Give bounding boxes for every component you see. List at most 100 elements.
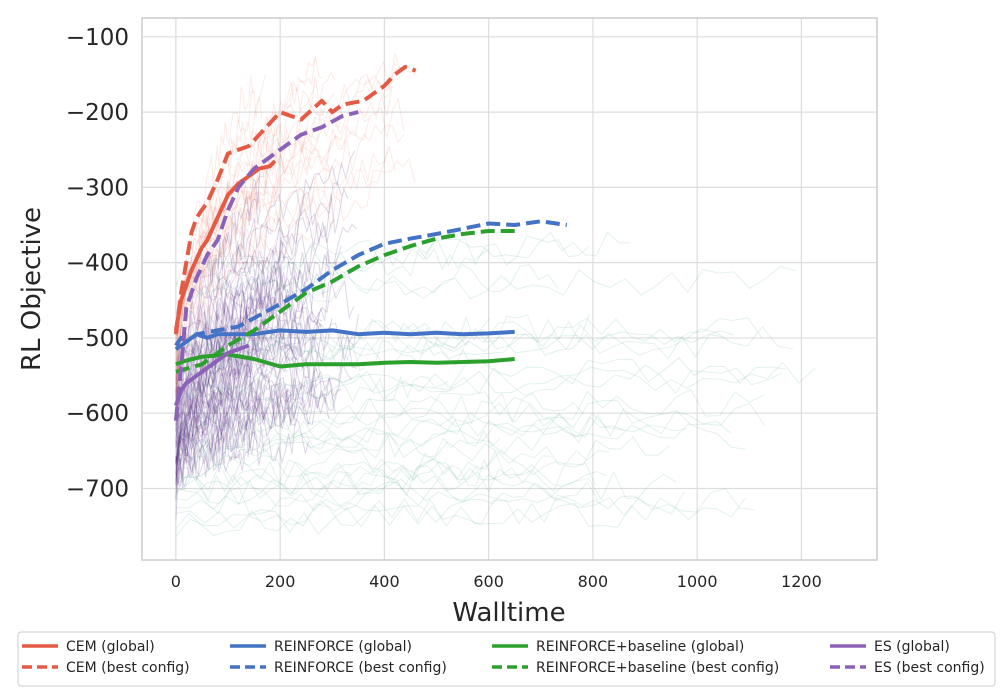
- background-trace: [175, 322, 324, 498]
- background-trace: [175, 372, 279, 449]
- background-trace: [175, 283, 285, 478]
- x-tick-label: 1000: [677, 572, 718, 591]
- background-trace: [175, 65, 418, 350]
- series-line-7: [173, 110, 359, 421]
- background-trace: [175, 312, 320, 465]
- background-trace: [175, 470, 677, 511]
- y-tick-label: −100: [66, 25, 129, 51]
- background-trace: [175, 333, 723, 378]
- background-trace: [175, 278, 274, 466]
- background-trace: [175, 488, 755, 529]
- background-trace: [175, 161, 336, 395]
- background-trace: [175, 408, 688, 454]
- background-trace: [175, 264, 282, 486]
- background-trace: [175, 212, 336, 380]
- series-line-3: [174, 219, 568, 351]
- background-traces: [175, 53, 816, 537]
- background-trace: [175, 291, 314, 398]
- x-tick-label: 1200: [781, 572, 822, 591]
- background-trace: [175, 267, 269, 502]
- background-trace: [175, 187, 349, 419]
- x-tick-label: 800: [578, 572, 609, 591]
- tick-labels: 0 200 400 600 800 1000 1200 −100 −200 −300 −400 −50…: [66, 25, 822, 591]
- series-line-6: [174, 343, 250, 407]
- background-trace: [175, 436, 671, 487]
- background-trace: [175, 234, 317, 443]
- background-trace: [175, 449, 610, 492]
- background-trace: [175, 95, 263, 398]
- series-lines: [173, 64, 568, 421]
- background-trace: [175, 384, 316, 443]
- background-trace: [175, 421, 246, 484]
- background-trace: [175, 368, 318, 449]
- background-trace: [175, 145, 396, 384]
- background-trace: [175, 361, 244, 432]
- background-trace: [175, 306, 306, 474]
- legend-entry: REINFORCE+baseline (global): [536, 639, 744, 655]
- series-line-5: [175, 229, 515, 374]
- background-trace: [175, 317, 323, 463]
- background-trace: [175, 263, 559, 300]
- background-trace: [175, 328, 303, 465]
- plot-frame: [141, 17, 878, 561]
- legend-entry: REINFORCE (best config): [274, 660, 447, 676]
- background-trace: [175, 342, 275, 477]
- legend-entry: REINFORCE (global): [274, 639, 412, 655]
- background-trace: [175, 375, 334, 487]
- background-trace: [175, 361, 816, 401]
- background-trace: [175, 123, 405, 384]
- background-trace: [175, 461, 597, 506]
- legend-entry: ES (best config): [874, 660, 985, 676]
- background-trace: [175, 375, 449, 420]
- background-trace: [175, 325, 794, 370]
- background-trace: [175, 339, 267, 520]
- background-trace: [175, 247, 490, 293]
- background-trace: [175, 410, 732, 459]
- background-trace: [175, 417, 265, 486]
- grid: [142, 18, 877, 560]
- background-trace: [175, 457, 501, 502]
- legend-box: [17, 631, 996, 687]
- background-trace: [175, 310, 324, 410]
- x-tick-label: 0: [171, 572, 181, 591]
- x-tick-label: 200: [265, 572, 296, 591]
- y-tick-label: −700: [66, 476, 129, 502]
- background-trace: [175, 224, 291, 406]
- background-trace: [175, 97, 405, 336]
- background-trace: [175, 329, 354, 463]
- background-trace: [175, 231, 631, 273]
- series-line-4: [175, 352, 515, 369]
- legend-entry: ES (global): [874, 639, 950, 655]
- background-trace: [175, 416, 624, 462]
- background-trace: [175, 260, 292, 407]
- y-tick-label: −500: [66, 326, 129, 352]
- background-trace: [175, 182, 342, 393]
- background-trace: [175, 323, 734, 367]
- background-trace: [175, 57, 317, 384]
- x-tick-label: 400: [369, 572, 400, 591]
- background-trace: [175, 417, 310, 489]
- background-trace: [175, 179, 280, 348]
- background-trace: [175, 491, 685, 537]
- background-trace: [175, 361, 352, 476]
- background-trace: [175, 429, 501, 469]
- background-trace: [175, 146, 389, 348]
- legend-entry: CEM (global): [66, 639, 155, 655]
- y-tick-label: −300: [66, 175, 129, 201]
- background-trace: [175, 355, 322, 430]
- background-trace: [175, 450, 552, 494]
- x-tick-label: 600: [473, 572, 504, 591]
- background-trace: [175, 291, 288, 428]
- background-trace: [175, 93, 335, 385]
- background-trace: [175, 61, 396, 397]
- background-trace: [175, 388, 765, 435]
- background-trace: [175, 315, 491, 362]
- background-trace: [175, 313, 591, 355]
- legend-entry: CEM (best config): [66, 660, 190, 676]
- background-trace: [175, 414, 257, 486]
- background-trace: [175, 399, 765, 440]
- background-trace: [175, 245, 342, 400]
- background-trace: [175, 223, 357, 469]
- y-tick-label: −600: [66, 401, 129, 427]
